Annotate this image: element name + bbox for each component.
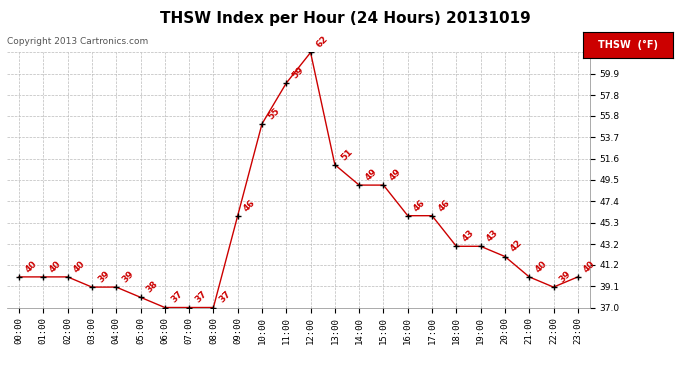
Text: 37: 37: [217, 290, 233, 305]
Text: 49: 49: [364, 167, 379, 182]
Text: 37: 37: [193, 290, 208, 305]
Text: 43: 43: [485, 228, 500, 243]
Text: 39: 39: [96, 269, 111, 284]
Text: 42: 42: [509, 238, 524, 254]
Text: 40: 40: [582, 259, 597, 274]
Text: 46: 46: [242, 198, 257, 213]
Text: 40: 40: [23, 259, 39, 274]
Text: 40: 40: [533, 259, 549, 274]
Text: 46: 46: [412, 198, 427, 213]
Text: 62: 62: [315, 34, 330, 50]
Text: 40: 40: [72, 259, 87, 274]
Text: 43: 43: [460, 228, 476, 243]
Text: Copyright 2013 Cartronics.com: Copyright 2013 Cartronics.com: [7, 38, 148, 46]
Text: THSW  (°F): THSW (°F): [598, 40, 658, 50]
Text: 39: 39: [120, 269, 136, 284]
Text: 39: 39: [558, 269, 573, 284]
Text: 40: 40: [48, 259, 63, 274]
Text: 49: 49: [388, 167, 403, 182]
Text: 37: 37: [169, 290, 184, 305]
Text: THSW Index per Hour (24 Hours) 20131019: THSW Index per Hour (24 Hours) 20131019: [159, 11, 531, 26]
Text: 51: 51: [339, 147, 354, 162]
Text: 46: 46: [436, 198, 451, 213]
Text: 55: 55: [266, 106, 282, 121]
Text: 38: 38: [145, 279, 160, 294]
Text: 59: 59: [290, 65, 306, 80]
